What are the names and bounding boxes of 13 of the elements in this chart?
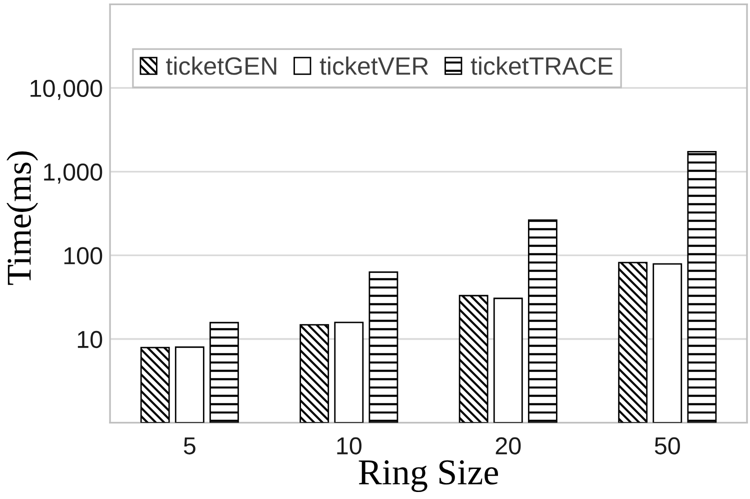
- y-axis-title: Time(ms): [6, 151, 38, 285]
- y-tick-label: 100: [64, 247, 102, 264]
- legend-label: ticketTRACE: [470, 56, 612, 75]
- x-tick-label: 20: [496, 437, 521, 454]
- x-axis-title: Ring Size: [358, 460, 498, 492]
- x-tick-label: 10: [337, 437, 362, 454]
- x-tick-label: 50: [654, 437, 680, 454]
- y-tick-label: 1,000: [44, 163, 102, 184]
- legend-label: ticketGEN: [166, 56, 276, 75]
- legend-label: ticketVER: [320, 56, 428, 75]
- y-tick-label: 10,000: [30, 80, 102, 100]
- y-tick-label: 10: [78, 330, 102, 348]
- x-tick-label: 5: [184, 437, 196, 454]
